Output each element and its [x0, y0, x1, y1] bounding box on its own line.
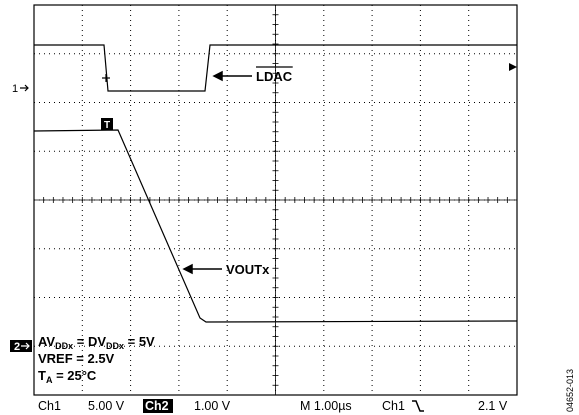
condition-line: VREF = 2.5V [38, 351, 115, 366]
ch1-marker-arrow [20, 84, 29, 92]
ch2-label-box [143, 399, 173, 413]
condition-part: AV [38, 334, 55, 349]
ch1-waveform [34, 44, 517, 92]
ch2-label: Ch2 [145, 399, 169, 413]
trigger-marker [101, 118, 113, 130]
graticule [33, 4, 518, 396]
ch2-scale: 1.00 V [194, 399, 231, 413]
condition-part: DDx [55, 341, 73, 351]
ch2-marker-arrow [21, 342, 30, 350]
screen-frame [33, 4, 518, 396]
figure-id: 04652-013 [565, 369, 575, 412]
falling-edge-icon [412, 400, 424, 412]
condition-part: = 25°C [52, 368, 96, 383]
condition-part: T [38, 368, 46, 383]
condition-part: = DV [73, 334, 106, 349]
ldac-arrow [212, 70, 252, 82]
condition-part: VREF = 2.5V [38, 351, 115, 366]
condition-line: TA = 25°C [38, 368, 97, 385]
ch2-marker: 2 [14, 341, 20, 353]
timebase: M 1.00µs [300, 399, 352, 413]
trigger-source: Ch1 [382, 399, 405, 413]
ch1-marker: 1 [12, 83, 18, 95]
condition-part: DDx [106, 341, 124, 351]
trigger-level: 2.1 V [478, 399, 508, 413]
ch1-label: Ch1 [38, 399, 61, 413]
ch2-waveform [33, 129, 518, 323]
ch1-scale: 5.00 V [88, 399, 125, 413]
condition-part: A [46, 375, 53, 385]
condition-part: = 5V [124, 334, 155, 349]
condition-line: AVDDx = DVDDx = 5V [38, 334, 155, 351]
trigger-marker-label: T [104, 120, 110, 131]
voutx-label: VOUTx [226, 262, 270, 277]
trigger-level-arrow [509, 63, 517, 71]
ldac-label: LDAC [256, 69, 293, 84]
voutx-arrow [182, 263, 222, 275]
